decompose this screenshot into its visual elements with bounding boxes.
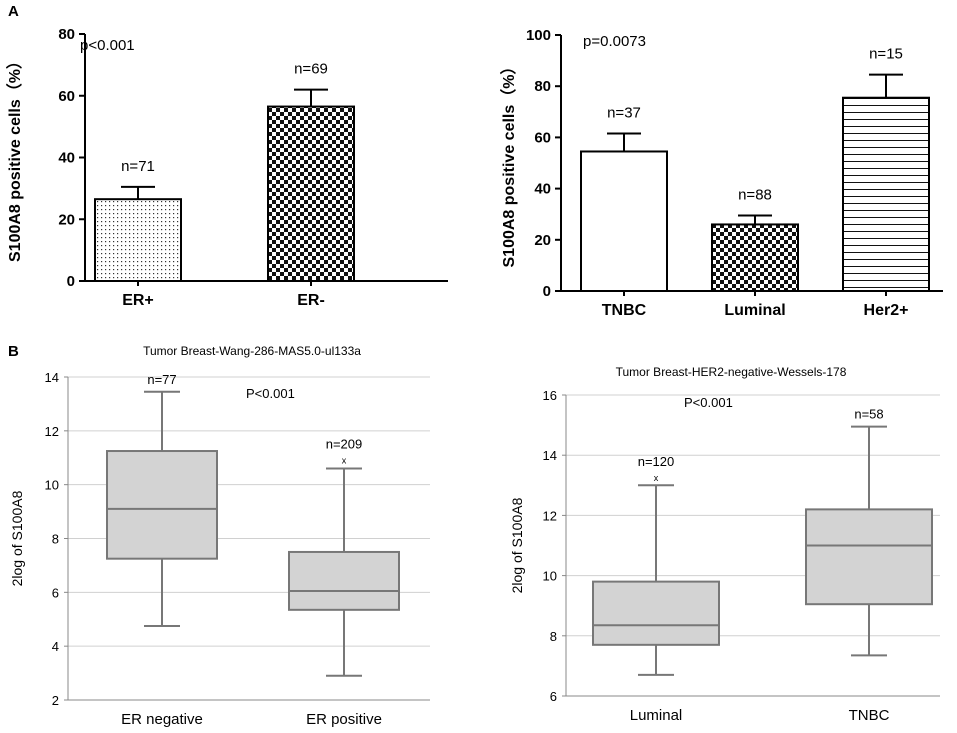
chart-title: Tumor Breast-Wang-286-MAS5.0-ul133a <box>143 344 361 358</box>
chart-subtype-bar: 0 20 40 60 80 100 S100A8 positive cells（%） p=0.… <box>500 27 943 319</box>
p-value-label: p<0.001 <box>80 37 135 54</box>
n-label: n=58 <box>854 407 883 422</box>
y-tick-label: 4 <box>52 639 59 654</box>
p-value-label: P<0.001 <box>246 386 295 401</box>
y-tick-label: 0 <box>543 283 551 300</box>
y-tick-label: 60 <box>534 129 551 146</box>
y-tick-label: 10 <box>543 569 557 584</box>
y-tick-label: 6 <box>52 585 59 600</box>
chart-wang-boxplot: Tumor Breast-Wang-286-MAS5.0-ul133a 2 4 6 8 1… <box>9 344 430 728</box>
bar-ER+ <box>94 198 182 282</box>
box-ER positive <box>288 550 400 611</box>
n-label: n=88 <box>738 186 772 203</box>
x-tick-label: TNBC <box>602 302 647 319</box>
x-tick-label: Luminal <box>630 707 683 724</box>
x-tick-label: ER- <box>297 292 325 309</box>
y-tick-label: 40 <box>58 150 75 167</box>
n-label: n=77 <box>147 372 176 387</box>
chart-wessels-boxplot: Tumor Breast-HER2-negative-Wessels-178 6 8… <box>509 365 940 724</box>
bar-Her2+ <box>842 96 930 292</box>
x-tick-label: Luminal <box>724 302 785 319</box>
chart-title: Tumor Breast-HER2-negative-Wessels-178 <box>616 365 847 379</box>
x-tick-label: TNBC <box>849 707 890 724</box>
box-ER negative <box>106 450 218 560</box>
y-axis-title: S100A8 positive cells（%） <box>500 59 518 268</box>
n-label: n=69 <box>294 61 328 78</box>
y-tick-label: 80 <box>58 26 75 43</box>
y-tick-label: 8 <box>52 532 59 547</box>
y-tick-label: 20 <box>534 232 551 249</box>
y-axis-title: S100A8 positive cells（%） <box>6 53 24 262</box>
x-tick-label: ER+ <box>122 292 154 309</box>
n-label: n=37 <box>607 105 641 122</box>
y-tick-label: 80 <box>534 78 551 95</box>
y-tick-label: 100 <box>526 27 551 44</box>
y-tick-label: 12 <box>45 424 59 439</box>
y-tick-label: 0 <box>67 273 75 290</box>
n-label: n=71 <box>121 158 155 175</box>
y-tick-label: 20 <box>58 211 75 228</box>
y-tick-label: 12 <box>543 508 557 523</box>
outlier-marker: x <box>654 473 659 483</box>
y-tick-label: 10 <box>45 478 59 493</box>
x-tick-label: ER negative <box>121 711 203 728</box>
y-tick-label: 16 <box>543 388 557 403</box>
p-value-label: P<0.001 <box>684 395 733 410</box>
x-tick-label: ER positive <box>306 711 382 728</box>
box-TNBC <box>805 508 933 606</box>
bar-ER- <box>267 105 355 283</box>
y-tick-label: 2 <box>52 693 59 708</box>
y-tick-label: 8 <box>550 629 557 644</box>
panel-label-a: A <box>8 3 19 20</box>
outlier-marker: x <box>342 455 347 465</box>
y-tick-label: 60 <box>58 88 75 105</box>
y-axis-title: 2log of S100A8 <box>509 497 525 593</box>
n-label: n=209 <box>326 436 363 451</box>
bar-TNBC <box>580 150 668 292</box>
x-tick-label: Her2+ <box>864 302 909 319</box>
n-label: n=15 <box>869 46 903 63</box>
n-label: n=120 <box>638 454 675 469</box>
p-value-label: p=0.0073 <box>583 33 646 50</box>
y-tick-label: 14 <box>543 448 557 463</box>
y-tick-label: 40 <box>534 181 551 198</box>
bar-Luminal <box>711 223 799 292</box>
box-Luminal <box>592 580 720 646</box>
panel-label-b: B <box>8 343 19 360</box>
chart-er-bar: 0 20 40 60 80 S100A8 positive cells（%） p<0.001… <box>6 26 448 309</box>
y-axis-title: 2log of S100A8 <box>9 490 25 586</box>
y-tick-label: 14 <box>45 370 59 385</box>
y-tick-label: 6 <box>550 689 557 704</box>
